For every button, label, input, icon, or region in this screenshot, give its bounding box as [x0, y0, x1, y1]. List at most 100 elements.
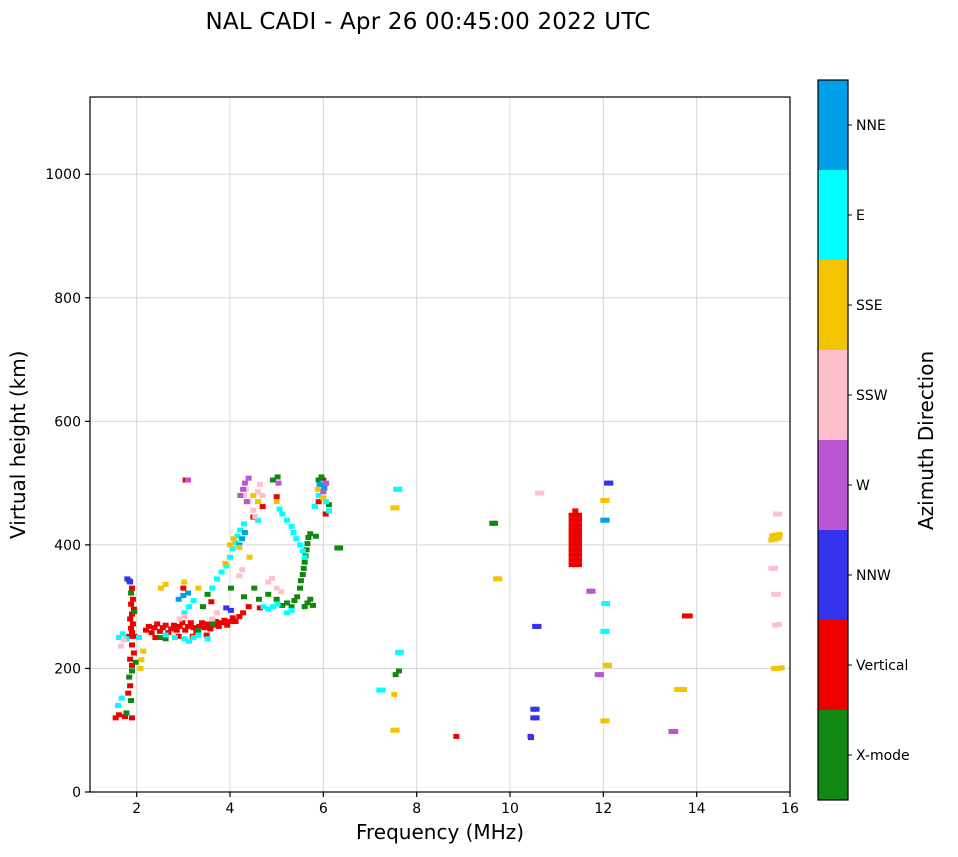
data-point — [129, 715, 135, 721]
data-point — [283, 610, 290, 616]
data-point — [496, 576, 503, 582]
data-point — [162, 632, 169, 638]
data-point — [195, 585, 202, 591]
data-point — [307, 531, 314, 537]
data-point — [572, 537, 579, 543]
data-point — [256, 605, 263, 611]
data-point — [234, 533, 241, 539]
data-point — [176, 623, 183, 629]
data-point — [209, 616, 216, 622]
data-point — [180, 593, 187, 599]
data-point — [315, 499, 322, 505]
data-point — [301, 604, 308, 610]
data-point — [600, 497, 607, 503]
data-point — [181, 610, 188, 616]
data-point — [229, 546, 236, 552]
data-point — [603, 517, 610, 523]
data-point — [207, 626, 214, 632]
data-point — [322, 511, 329, 517]
data-point — [274, 601, 281, 607]
data-point — [125, 690, 132, 696]
data-point — [227, 618, 233, 624]
data-point — [265, 591, 272, 597]
data-point — [273, 596, 280, 602]
data-point — [576, 517, 583, 523]
data-point — [320, 477, 327, 483]
data-point — [323, 480, 330, 486]
data-point — [290, 530, 297, 536]
data-point — [771, 665, 778, 671]
data-point — [598, 672, 604, 678]
data-point — [775, 622, 782, 628]
data-point — [677, 686, 684, 692]
data-point — [279, 602, 286, 608]
data-point — [195, 632, 202, 638]
data-point — [203, 632, 210, 638]
data-point — [227, 542, 233, 548]
data-point — [129, 621, 136, 627]
chart-title: NAL CADI - Apr 26 00:45:00 2022 UTC — [205, 9, 651, 35]
data-point — [129, 662, 135, 668]
data-point — [259, 492, 266, 498]
data-point — [600, 628, 607, 634]
data-point — [576, 512, 583, 518]
data-point — [279, 511, 286, 517]
colorbar-label: SSW — [856, 388, 888, 404]
data-point — [674, 686, 681, 692]
data-point — [321, 484, 328, 490]
data-point — [493, 576, 499, 582]
data-point — [283, 600, 290, 606]
data-point — [778, 665, 785, 671]
data-point — [769, 533, 776, 539]
data-point — [273, 494, 280, 500]
data-point — [187, 620, 194, 626]
data-point — [776, 511, 783, 517]
data-point — [181, 636, 188, 642]
data-point — [185, 590, 191, 596]
data-point — [185, 604, 192, 610]
data-point — [393, 727, 400, 733]
data-point — [265, 579, 272, 585]
data-point — [393, 486, 400, 492]
data-point — [572, 552, 579, 558]
data-point — [604, 601, 611, 607]
data-point — [314, 486, 321, 492]
data-point — [305, 534, 312, 540]
data-point — [376, 687, 383, 693]
data-point — [576, 532, 583, 538]
y-tick-label: 400 — [54, 538, 81, 554]
colorbar-segment-nne — [818, 80, 848, 171]
data-point — [221, 617, 228, 623]
colorbar-label: X-mode — [856, 748, 910, 764]
data-point — [274, 474, 281, 480]
data-point — [171, 622, 177, 628]
data-point — [230, 536, 237, 542]
data-point — [315, 477, 322, 483]
colorbar-segment-vertical — [818, 620, 848, 711]
data-point — [127, 579, 134, 585]
data-point — [568, 552, 575, 558]
data-point — [122, 714, 128, 720]
data-point — [572, 522, 579, 528]
data-point — [128, 601, 135, 607]
data-point — [682, 613, 688, 619]
data-point — [152, 635, 159, 641]
data-point — [128, 698, 135, 704]
data-point — [533, 715, 540, 721]
y-tick-label: 800 — [54, 291, 81, 307]
data-point — [278, 589, 285, 595]
data-point — [527, 733, 534, 739]
data-point — [182, 627, 189, 633]
data-point — [773, 511, 779, 517]
data-point — [576, 552, 583, 558]
data-point — [213, 618, 219, 624]
data-point — [572, 512, 579, 518]
data-point — [162, 581, 169, 587]
data-point — [173, 627, 180, 633]
colorbar-label: E — [856, 208, 865, 224]
data-point — [288, 607, 295, 613]
x-tick-label: 14 — [688, 801, 706, 817]
data-point — [199, 620, 205, 626]
data-point — [240, 610, 247, 616]
data-point — [137, 665, 144, 671]
